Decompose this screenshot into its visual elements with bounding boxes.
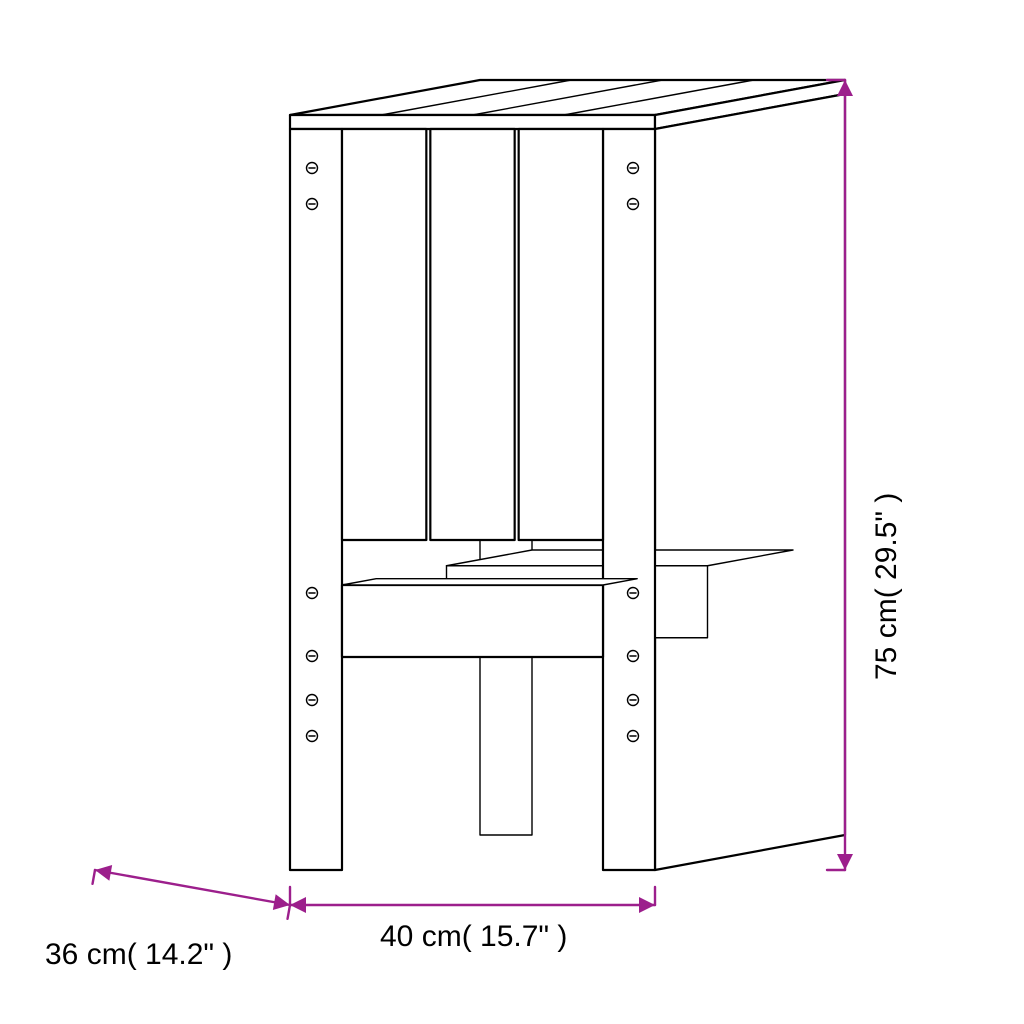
dim-label-depth: 36 cm( 14.2" ) xyxy=(45,938,232,972)
dim-label-width: 40 cm( 15.7" ) xyxy=(380,920,567,954)
dim-label-height: 75 cm( 29.5" ) xyxy=(870,493,904,680)
diagram-canvas: 75 cm( 29.5" ) 40 cm( 15.7" ) 36 cm( 14.… xyxy=(0,0,1024,1024)
